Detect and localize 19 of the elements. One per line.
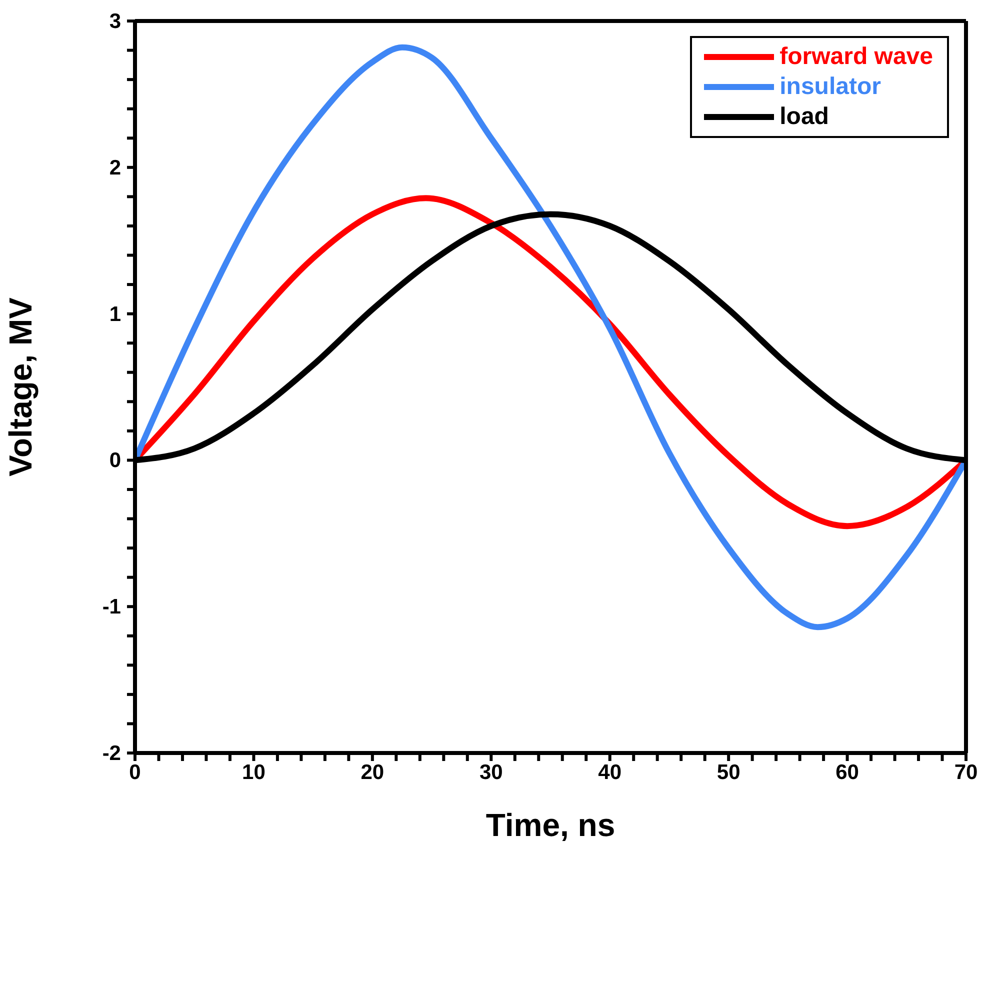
legend-label: insulator xyxy=(780,73,881,101)
legend-label: load xyxy=(780,103,829,131)
y-tick-label: 1 xyxy=(109,302,122,326)
y-tick-label: -2 xyxy=(102,742,121,765)
y-axis-title: Voltage, MV xyxy=(2,296,38,476)
x-tick-label: 40 xyxy=(598,761,622,784)
x-tick-label: 30 xyxy=(479,761,503,784)
y-tick-label: 2 xyxy=(109,156,121,180)
x-tick-label: 0 xyxy=(129,761,141,784)
y-tick-label: 3 xyxy=(109,10,121,33)
y-tick-label: 0 xyxy=(109,449,121,472)
y-tick-label: -1 xyxy=(102,596,122,619)
x-tick-label: 70 xyxy=(954,761,978,784)
x-tick-label: 50 xyxy=(716,761,740,784)
x-axis-title: Time, ns xyxy=(486,807,616,843)
legend-label: forward wave xyxy=(780,43,933,71)
x-tick-label: 60 xyxy=(836,761,859,784)
x-tick-label: 20 xyxy=(360,761,384,784)
x-tick-label: 10 xyxy=(242,761,266,784)
